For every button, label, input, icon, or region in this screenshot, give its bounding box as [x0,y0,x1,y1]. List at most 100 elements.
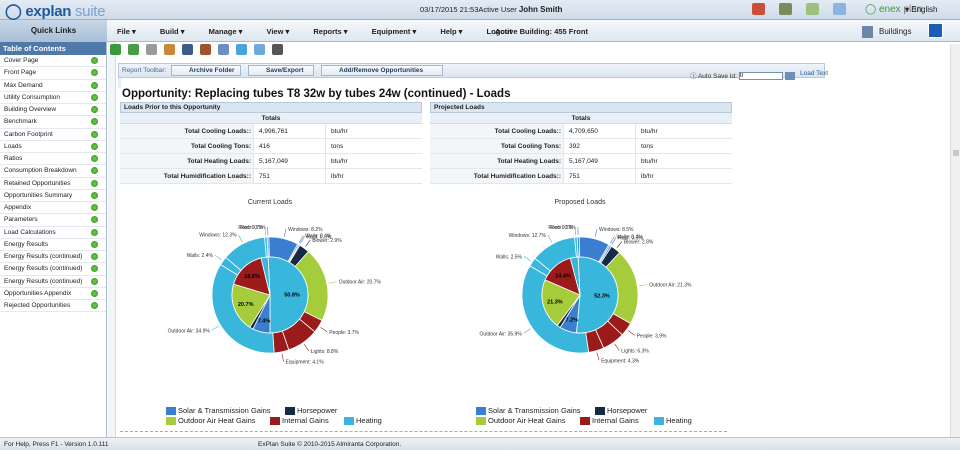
label-leader [305,239,311,247]
label-leader [596,352,600,361]
legend-item-horsepower: Horsepower [595,406,647,416]
sidebar-splitter[interactable] [108,42,116,437]
users-icon[interactable] [778,3,792,15]
language-select[interactable]: ▾ English [905,5,938,14]
legend-label: Outdoor Air Heat Gains [178,416,256,425]
sidebar-item[interactable]: Energy Results (continued) [0,276,106,288]
sidebar-item[interactable]: Consumption Breakdown [0,165,106,178]
pie-slice-outer [287,243,300,263]
sidebar-item[interactable]: Carbon Footprint [0,129,106,141]
sidebar-item[interactable]: Parameters [0,214,106,227]
report-splitter[interactable] [118,78,121,88]
sidebar-item-label: Building Overview [4,106,57,113]
label-leader [594,229,598,237]
cell-label: Total Heating Loads: [120,154,253,168]
globe-icon[interactable] [199,44,211,55]
check-icon [91,289,98,297]
calculator-icon[interactable] [271,44,283,55]
sidebar-item[interactable]: Benchmark [0,116,106,129]
quick-links[interactable]: Quick Links [0,20,107,42]
projected-rows: Total Cooling Loads:: 4,709,650 btu/hr Tota… [430,124,732,184]
pie-slice-inner [249,294,271,330]
sidebar-item-label: Loads [4,142,22,150]
cloud-icon[interactable] [235,44,247,55]
auto-save-label: Auto Save Id: [697,73,737,80]
menu-manage[interactable]: Manage ▾ [208,27,243,36]
sidebar-item[interactable]: Energy Results (continued) [0,251,106,264]
buildings-button[interactable]: Buildings [862,26,911,38]
hammer-icon[interactable] [163,44,175,55]
sidebar-item-label: Opportunities Appendix [4,289,72,297]
vertical-scrollbar[interactable] [950,44,960,437]
window-icon[interactable] [928,23,943,38]
menu-reports[interactable]: Reports ▾ [313,27,348,36]
pie-slice-outer [594,320,623,349]
sidebar-item[interactable]: Building Overview [0,104,106,117]
legend-label: Heating [666,416,692,425]
cell-unit: btu/hr [635,154,695,168]
thermometer-icon[interactable] [253,44,265,55]
sidebar-item[interactable]: Utility Consumption [0,92,106,104]
toc-list: Cover Page Front Page Max Demand Utility Co… [0,55,106,313]
archive-folder-button[interactable]: Archive Folder [171,65,241,76]
sidebar-item-label: Retained Opportunities [4,179,71,187]
add-remove-opportunities-button[interactable]: Add/Remove Opportunities [321,65,443,76]
sidebar-item-label: Ratios [4,155,23,162]
check-icon [91,253,98,260]
mail-icon[interactable] [832,3,846,15]
slice-label: Floor: 0.6% [550,225,576,231]
inner-slice-label: 7.2% [566,318,579,324]
sidebar-item[interactable]: Cover Page [0,55,106,68]
label-leader [614,343,620,351]
sidebar-item[interactable]: Appendix [0,202,106,215]
check-icon [91,265,98,273]
cell-label: Total Humidification Loads:: [120,169,253,183]
table-row: Total Heating Loads: 5,167,049 btu/hr [120,154,422,169]
menu-equipment[interactable]: Equipment ▾ [371,27,417,36]
load-text-link[interactable]: Load Text [800,70,829,77]
image-icon[interactable] [805,3,819,15]
sidebar-item[interactable]: Opportunities Summary [0,190,106,202]
sidebar-item[interactable]: Front Page [0,67,106,80]
report-toolbar: Report Toolbar: Archive Folder Save/Expo… [118,63,825,78]
legend-item-solar: Solar & Transmission Gains [476,406,581,416]
enex-plan: plan [900,4,923,15]
sidebar-item[interactable]: Opportunities Appendix [0,288,106,300]
tap-icon[interactable] [217,44,229,55]
sidebar-item[interactable]: Energy Results (continued) [0,263,106,276]
sidebar-item[interactable]: Max Demand [0,80,106,92]
label-leader [328,281,337,284]
legend-label: Solar & Transmission Gains [178,406,271,415]
save-export-button[interactable]: Save/Export [248,65,314,76]
menu-view[interactable]: View ▾ [266,27,290,36]
legend-item-heating: Heating [344,416,382,426]
slice-label: Blower: 2.9% [312,238,342,244]
label-leader [616,241,623,248]
help-icon[interactable]: ⓘ [690,73,697,80]
scroll-thumb[interactable] [953,150,959,156]
auto-save-input[interactable] [738,72,783,81]
sidebar-item[interactable]: Ratios [0,153,106,166]
pump-icon[interactable] [181,44,193,55]
user-icon[interactable] [752,3,765,15]
sidebar-item[interactable]: Retained Opportunities [0,178,106,190]
menu-logout[interactable]: Logout [486,27,512,36]
menu-build[interactable]: Build ▾ [159,27,185,36]
auto-save-button[interactable] [784,72,795,81]
prior-loads-header: Loads Prior to this Opportunity [120,102,422,113]
cell-value: 5,167,049 [253,154,325,168]
label-leader [303,344,310,352]
cell-unit: btu/hr [325,154,385,168]
check-icon [91,106,98,113]
menu-help[interactable]: Help ▾ [440,27,463,36]
gear-icon[interactable] [127,44,139,55]
menu-file[interactable]: File ▾ [117,27,136,36]
tools-icon[interactable] [145,44,157,55]
sidebar-item[interactable]: Energy Results [0,239,106,251]
sidebar-item[interactable]: Loads [0,141,106,153]
sidebar-item[interactable]: Rejected Opportunities [0,300,106,313]
recycle-icon[interactable] [110,44,121,55]
sidebar-item[interactable]: Load Calculations [0,227,106,239]
pie-slice-inner [260,256,271,296]
